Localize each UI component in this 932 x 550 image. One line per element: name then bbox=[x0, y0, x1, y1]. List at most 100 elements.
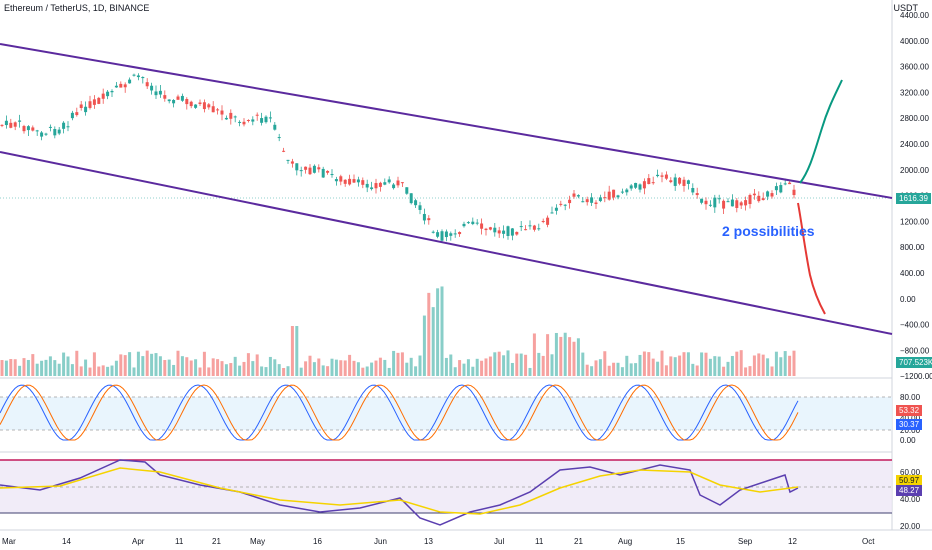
volume-bar bbox=[378, 357, 382, 376]
candle-body bbox=[572, 193, 576, 197]
volume-bar bbox=[101, 365, 105, 376]
volume-bar bbox=[770, 366, 774, 376]
volume-bar bbox=[515, 353, 519, 376]
volume-bar bbox=[150, 353, 154, 376]
candle-body bbox=[370, 187, 374, 190]
volume-bar bbox=[480, 360, 484, 376]
candle-body bbox=[0, 124, 4, 126]
volume-bar bbox=[752, 355, 756, 376]
candle-body bbox=[537, 228, 541, 230]
candle-body bbox=[176, 96, 180, 100]
candle-body bbox=[603, 197, 607, 199]
volume-bar bbox=[18, 365, 22, 376]
candle-body bbox=[730, 199, 734, 207]
time-tick-label: Oct bbox=[862, 537, 875, 546]
candle-body bbox=[471, 221, 475, 225]
volume-bar bbox=[290, 326, 294, 376]
price-tick-label: 4400.00 bbox=[900, 11, 929, 20]
volume-bar bbox=[427, 292, 431, 376]
rsi-ma-line bbox=[0, 467, 799, 515]
candle-body bbox=[4, 120, 8, 126]
candle-body bbox=[396, 180, 400, 186]
candle-body bbox=[704, 200, 708, 205]
volume-bar bbox=[97, 366, 101, 376]
volume-bar bbox=[44, 359, 48, 376]
bullish-path[interactable] bbox=[799, 79, 843, 184]
channel-lower-line[interactable] bbox=[0, 151, 893, 335]
rsi-tag: 48.27 bbox=[896, 485, 923, 496]
volume-bar bbox=[774, 351, 778, 376]
volume-bar bbox=[255, 354, 259, 376]
volume-bar bbox=[440, 286, 444, 376]
rsi-tick-label: 20.00 bbox=[900, 522, 921, 531]
candle-body bbox=[22, 126, 26, 132]
volume-bar bbox=[783, 351, 787, 376]
time-tick-label: May bbox=[250, 537, 265, 546]
volume-bar bbox=[361, 367, 365, 376]
stoch-tick-label: 40.00 bbox=[900, 414, 921, 423]
candle-body bbox=[211, 106, 215, 113]
channel-upper-line[interactable] bbox=[0, 43, 893, 199]
candle-body bbox=[717, 198, 721, 200]
candle-body bbox=[352, 179, 356, 183]
volume-bar bbox=[528, 367, 532, 376]
volume-bar bbox=[246, 353, 250, 376]
candle-body bbox=[145, 82, 149, 87]
candle-body bbox=[735, 200, 739, 208]
volume-bar bbox=[242, 361, 246, 376]
volume-bar bbox=[172, 364, 176, 376]
price-tick-label: 3200.00 bbox=[900, 88, 929, 97]
volume-bar bbox=[295, 326, 299, 376]
volume-bar bbox=[224, 364, 228, 376]
candle-body bbox=[695, 193, 699, 196]
time-tick-label: 21 bbox=[212, 537, 221, 546]
candle-body bbox=[343, 179, 347, 184]
candle-body bbox=[242, 121, 246, 125]
candle-body bbox=[453, 233, 457, 235]
volume-bar bbox=[365, 366, 369, 376]
candle-body bbox=[31, 127, 35, 131]
candle-body bbox=[18, 120, 22, 122]
volume-bar bbox=[572, 341, 576, 376]
stochastic-lines bbox=[0, 384, 799, 441]
volume-bar bbox=[66, 356, 70, 376]
time-tick-label: 12 bbox=[788, 537, 797, 546]
candle-body bbox=[251, 119, 255, 122]
candle-body bbox=[365, 183, 369, 188]
volume-bar bbox=[189, 360, 193, 376]
volume-bar bbox=[568, 337, 572, 376]
candle-body bbox=[634, 182, 638, 188]
candle-body bbox=[264, 116, 268, 123]
candle-body bbox=[13, 122, 17, 127]
volume-bar bbox=[576, 338, 580, 376]
volume-bar bbox=[185, 357, 189, 376]
volume-bar bbox=[744, 367, 748, 376]
candle-body bbox=[414, 200, 418, 206]
candle-body bbox=[150, 85, 154, 91]
candle-body bbox=[660, 175, 664, 177]
volume-bar bbox=[211, 358, 215, 376]
price-tick-label: 2000.00 bbox=[900, 166, 929, 175]
candle-body bbox=[84, 106, 88, 113]
candle-body bbox=[189, 101, 193, 107]
candle-body bbox=[510, 228, 514, 236]
candle-body bbox=[119, 83, 123, 88]
candle-body bbox=[277, 137, 281, 139]
volume-bar bbox=[519, 353, 523, 376]
volume-bar bbox=[88, 367, 92, 376]
volume-bar bbox=[537, 352, 541, 376]
volume-bar bbox=[757, 353, 761, 376]
candle-body bbox=[44, 133, 48, 135]
candle-body bbox=[686, 180, 690, 184]
bearish-path[interactable] bbox=[797, 202, 826, 315]
volume-bar bbox=[119, 354, 123, 376]
candle-body bbox=[70, 112, 74, 119]
candle-body bbox=[387, 179, 391, 183]
volume-bar bbox=[62, 352, 66, 376]
candle-body bbox=[62, 122, 66, 129]
volume-bar bbox=[458, 360, 462, 376]
time-tick-label: 15 bbox=[676, 537, 685, 546]
volume-bar bbox=[730, 355, 734, 376]
candle-body bbox=[334, 179, 338, 182]
